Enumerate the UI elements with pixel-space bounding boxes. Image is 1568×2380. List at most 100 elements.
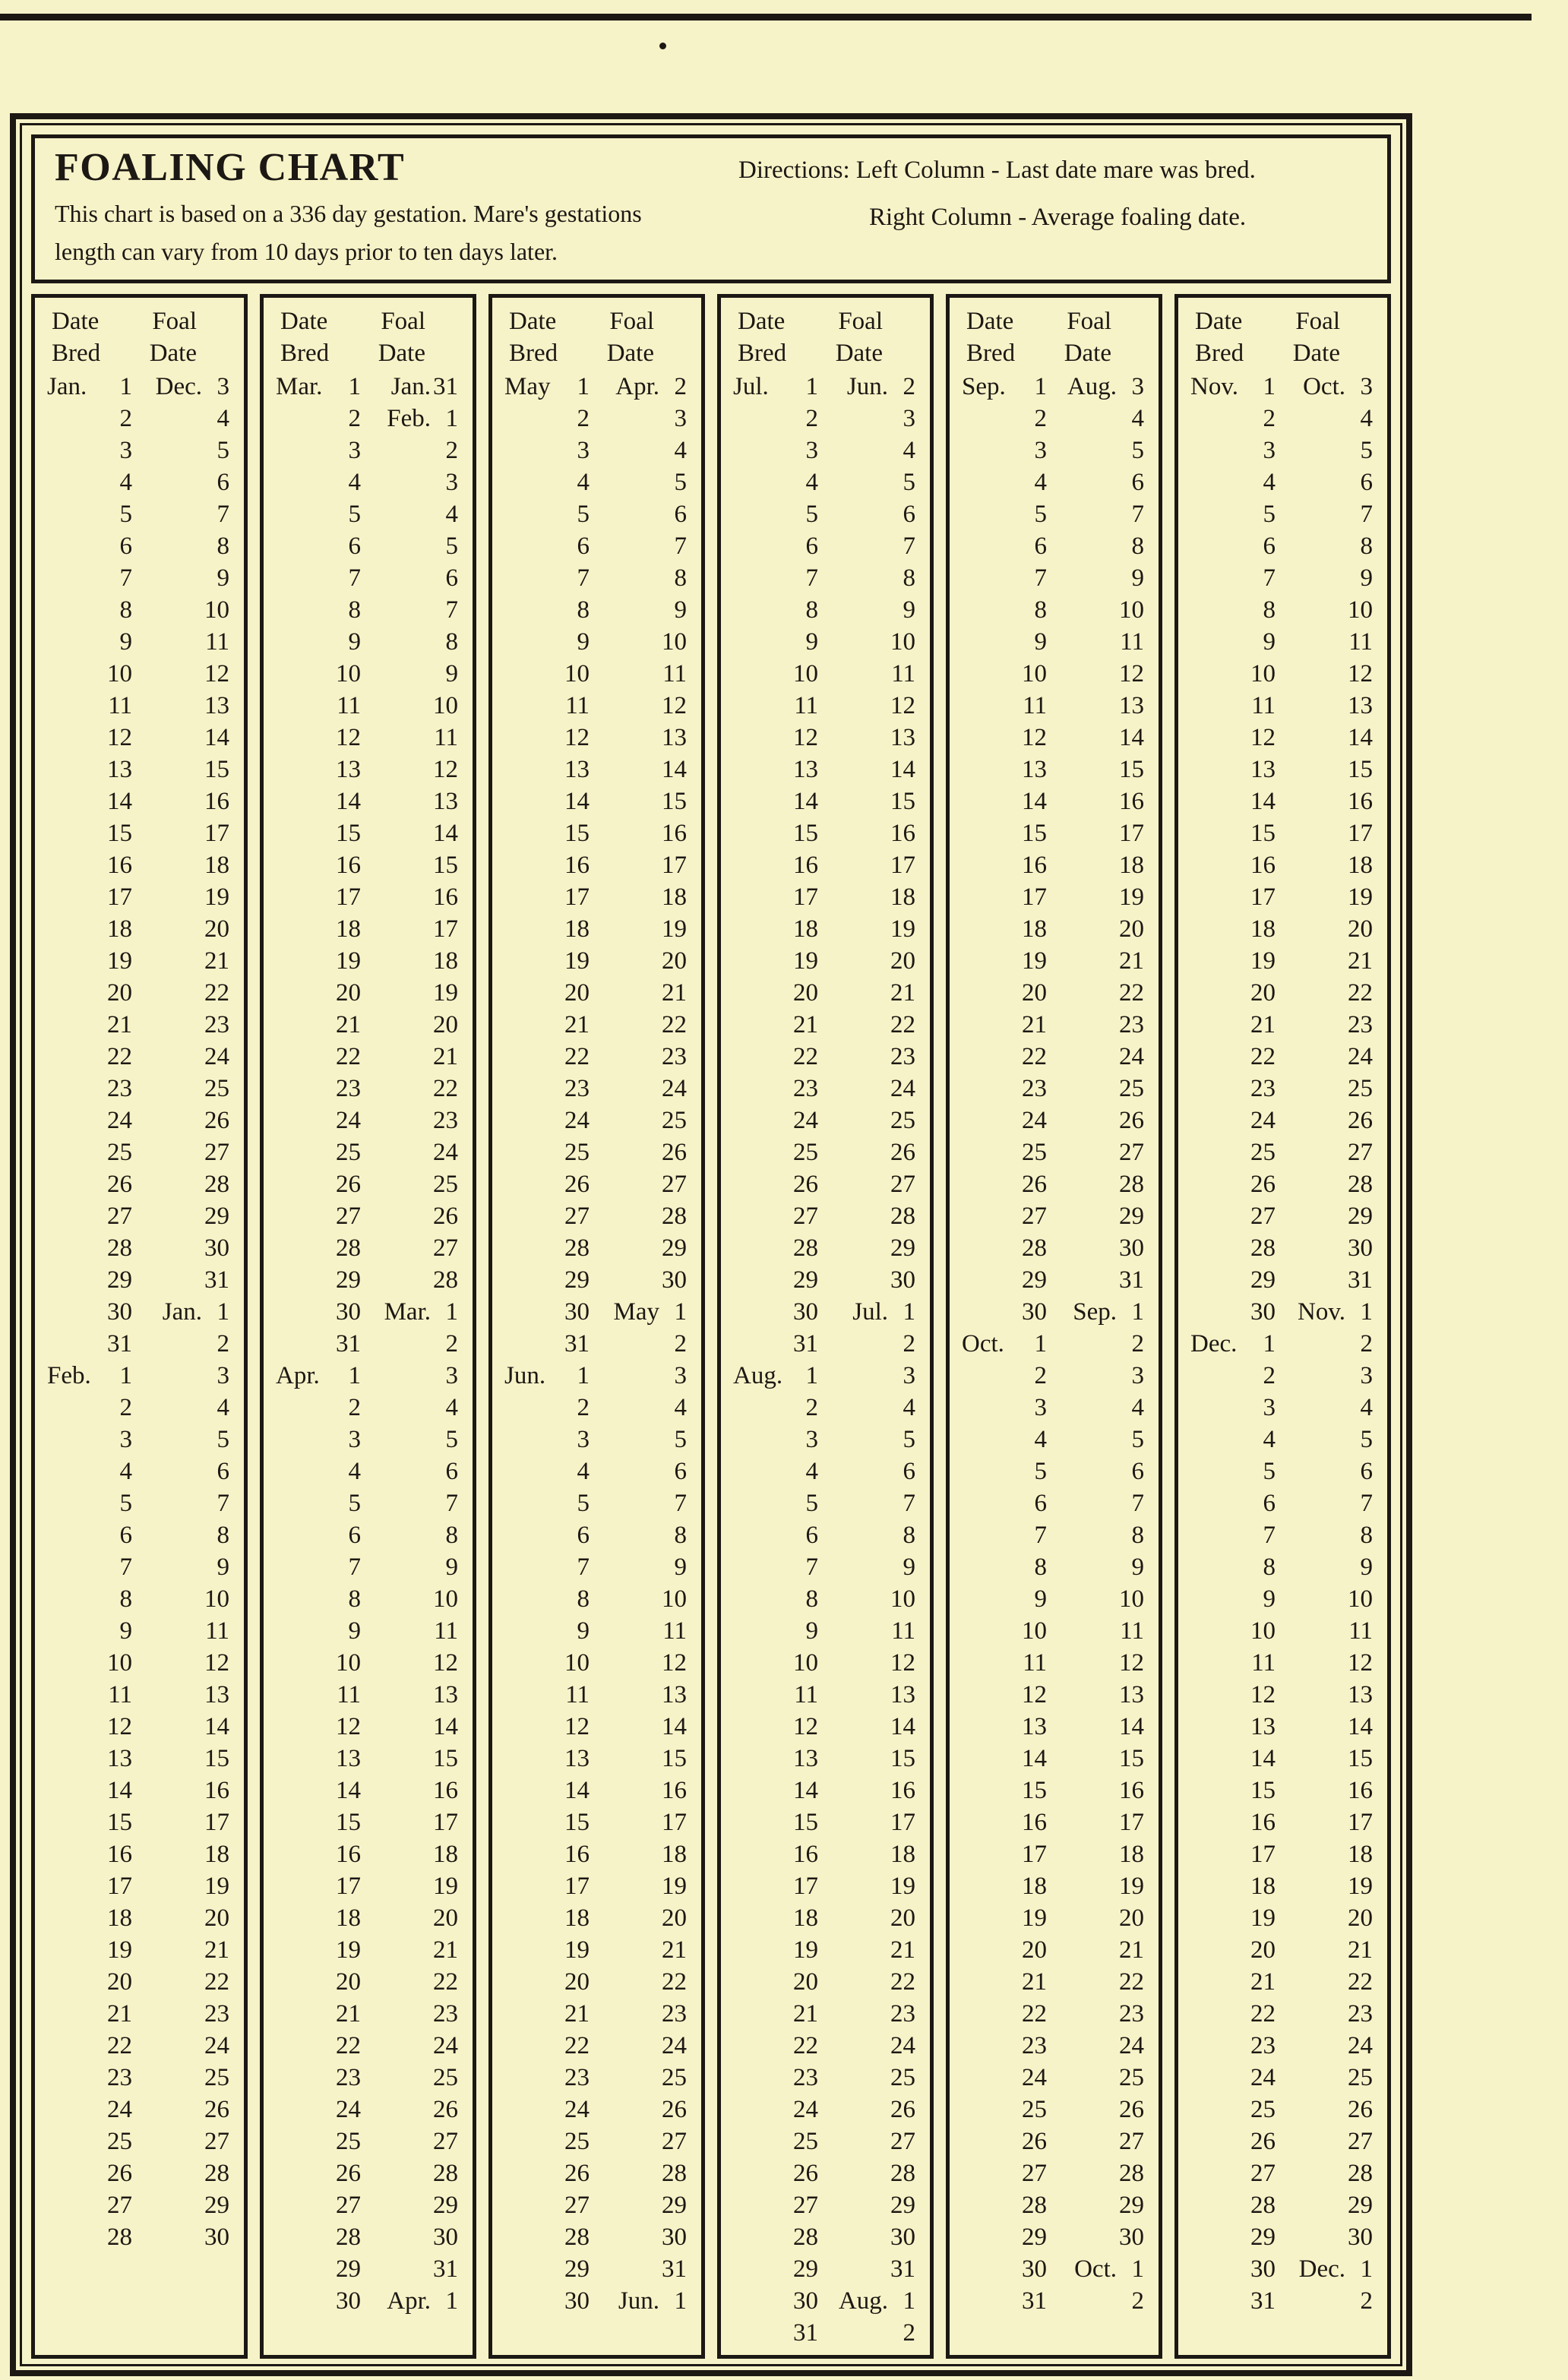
foal-day-cell: 7 xyxy=(217,1490,230,1517)
foal-day-cell: 26 xyxy=(890,1139,915,1166)
bred-day-cell: 11 xyxy=(108,692,132,719)
bred-day-cell: 26 xyxy=(1022,2128,1047,2155)
foal-month-cell xyxy=(818,2157,888,2189)
foal-day-cell: 6 xyxy=(1360,469,1374,496)
table-row: 20 21 xyxy=(721,977,930,1009)
bred-day-cell: 30 xyxy=(1022,2255,1047,2283)
bred-month-cell xyxy=(264,785,334,817)
bred-day-cell: 14 xyxy=(107,1777,132,1804)
foal-month-cell xyxy=(818,498,888,530)
bred-day-cell: 9 xyxy=(805,628,819,656)
foal-month-cell xyxy=(818,1073,888,1105)
table-row: 28 30 xyxy=(35,1232,244,1264)
foal-month-cell: Jun. xyxy=(618,2287,659,2315)
table-row: 30 Mar. 1 xyxy=(264,1296,473,1328)
bred-month-cell xyxy=(721,1519,791,1551)
bred-day-cell: 4 xyxy=(1034,469,1048,496)
foal-day-cell: 9 xyxy=(217,1553,230,1581)
foal-month-cell xyxy=(132,594,202,626)
bred-month-cell xyxy=(1178,1264,1248,1296)
foal-day-cell: 8 xyxy=(445,1522,459,1549)
column-header-left: Bred xyxy=(509,340,558,367)
foal-month-cell xyxy=(1047,1934,1117,1966)
bred-month-cell xyxy=(264,2126,334,2157)
bred-month-cell xyxy=(492,2094,562,2126)
foal-month-cell xyxy=(590,1934,659,1966)
bred-month-cell xyxy=(1178,1615,1248,1647)
bred-day-cell: 16 xyxy=(793,1841,818,1868)
foal-month-cell xyxy=(590,1775,659,1806)
bred-month-cell xyxy=(1178,2189,1248,2221)
bred-day-cell: 11 xyxy=(794,1681,818,1708)
bred-day-cell: 19 xyxy=(107,947,132,975)
foal-month-cell xyxy=(1276,1392,1345,1424)
table-row: 30 Jun. 1 xyxy=(492,2285,701,2317)
foal-day-cell: 10 xyxy=(662,628,687,656)
foal-day-cell: 25 xyxy=(1348,2064,1373,2091)
foal-day-cell: 20 xyxy=(890,1904,915,1932)
bred-month-cell xyxy=(950,1775,1020,1806)
foal-month-cell xyxy=(1276,1647,1345,1679)
foal-day-cell: 12 xyxy=(1119,1649,1144,1677)
bred-day-cell: 3 xyxy=(348,1426,362,1453)
bred-day-cell: 20 xyxy=(564,979,590,1007)
bred-month-cell xyxy=(950,1455,1020,1487)
bred-month-cell xyxy=(721,1806,791,1838)
column-rows: Jan. 1 Dec. 3 2 4 3 5 4 6 5 7 6 8 7 9 8 10 9 11 10 12 11 13 12 14… xyxy=(35,371,244,2253)
column-header-right: Foal xyxy=(838,308,883,335)
column-header-right: Foal xyxy=(1295,308,1340,335)
foal-day-cell: 28 xyxy=(1348,1171,1373,1198)
bred-day-cell: 15 xyxy=(107,820,132,847)
bred-day-cell: 29 xyxy=(1250,2224,1276,2251)
foal-month-cell xyxy=(132,2094,202,2126)
table-row: 18 20 xyxy=(35,1902,244,1934)
bred-month-cell xyxy=(492,785,562,817)
top-rule xyxy=(0,14,1532,21)
bred-day-cell: 6 xyxy=(348,533,362,560)
table-row: 8 10 xyxy=(35,594,244,626)
bred-month-cell xyxy=(950,2221,1020,2253)
foal-day-cell: 4 xyxy=(1360,405,1374,432)
bred-month-cell xyxy=(264,2094,334,2126)
bred-day-cell: 29 xyxy=(107,1266,132,1294)
bred-month-cell xyxy=(492,2126,562,2157)
bred-month-cell xyxy=(35,2062,105,2094)
foal-month-cell xyxy=(1047,913,1117,945)
foal-day-cell: 12 xyxy=(1348,1649,1373,1677)
foal-day-cell: 26 xyxy=(890,2096,915,2123)
bred-day-cell: 5 xyxy=(577,1490,590,1517)
foal-day-cell: 28 xyxy=(204,2160,229,2187)
foal-day-cell: 5 xyxy=(445,533,459,560)
bred-month-cell xyxy=(1178,1424,1248,1455)
bred-day-cell: 5 xyxy=(805,501,819,528)
table-row: 16 17 xyxy=(950,1806,1159,1838)
foal-day-cell: 26 xyxy=(1119,1107,1144,1134)
bred-day-cell: 22 xyxy=(1022,1043,1047,1070)
table-row: 28 29 xyxy=(492,1232,701,1264)
foal-day-cell: 22 xyxy=(204,1968,229,1996)
bred-day-cell: 27 xyxy=(1250,1203,1276,1230)
bred-month-cell xyxy=(264,1551,334,1583)
bred-month-cell xyxy=(721,2189,791,2221)
foal-month-cell xyxy=(1276,1455,1345,1487)
foal-month-cell xyxy=(1276,913,1345,945)
foal-month-cell xyxy=(818,403,888,435)
foal-month-cell xyxy=(1047,1392,1117,1424)
foal-month-cell xyxy=(1047,1328,1117,1360)
foal-month-cell: May xyxy=(613,1298,660,1326)
foal-month-cell xyxy=(1276,2062,1345,2094)
foal-day-cell: 21 xyxy=(662,979,687,1007)
bred-day-cell: 8 xyxy=(1034,1553,1048,1581)
foal-day-cell: 12 xyxy=(662,692,687,719)
bred-month-cell xyxy=(264,754,334,785)
bred-month-cell xyxy=(492,1647,562,1679)
bred-month-cell xyxy=(1178,1679,1248,1711)
bred-day-cell: 9 xyxy=(1263,628,1276,656)
table-row: 23 25 xyxy=(721,2062,930,2094)
